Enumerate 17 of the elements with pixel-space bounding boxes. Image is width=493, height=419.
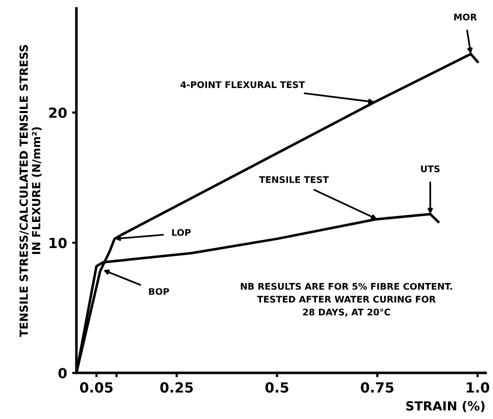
x-tick-label: 0.05 (80, 382, 113, 393)
y-tick-label: 10 (50, 238, 67, 248)
y-tick-label: 0 (58, 368, 67, 378)
annotation: MOR (454, 14, 477, 20)
annotation: UTS (421, 165, 440, 172)
y-tick-label: 20 (49, 108, 67, 118)
annotation: TENSILE TEST (259, 176, 329, 184)
x-axis-title: STRAIN (%) (406, 400, 485, 412)
x-tick-label: 0.25 (160, 382, 193, 393)
x-tick-label: 1.0 (466, 382, 490, 393)
annotation: NB RESULTS ARE FOR 5% FIBRE CONTENT. TESTED AFTER WATER CURING FOR 28 DAYS, AT 20°C (240, 282, 452, 317)
x-tick-label: 0.75 (360, 382, 394, 393)
x-tick-label: 0.5 (265, 382, 288, 393)
y-axis-title: TENSILE STRESS/CALCULATED TENSILE STRESS IN FLEXURE (N/mm²) (20, 45, 42, 338)
annotation: LOP (172, 229, 191, 236)
annotation: 4-POINT FLEXURAL TEST (180, 81, 305, 88)
annotation: BOP (149, 288, 170, 295)
